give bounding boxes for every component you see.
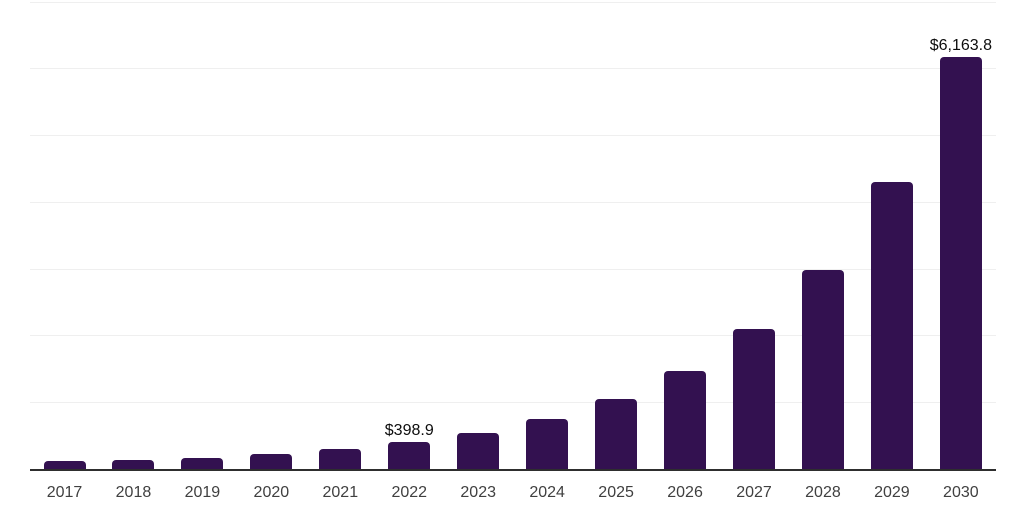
gridline [30, 1, 996, 3]
bar-2024 [526, 418, 569, 469]
gridline [30, 335, 996, 337]
bar-2030 [939, 57, 982, 469]
bar-2019 [181, 457, 224, 469]
x-axis-line [30, 469, 996, 471]
bar-2022 [388, 442, 431, 469]
x-axis-label-2030: 2030 [943, 484, 979, 501]
gridline [30, 135, 996, 137]
bar-2025 [595, 398, 638, 469]
x-axis-label-2017: 2017 [46, 484, 83, 501]
x-axis-label-2029: 2029 [874, 484, 910, 501]
x-axis-label-2028: 2028 [805, 484, 841, 501]
x-axis-label-2022: 2022 [391, 484, 428, 501]
data-label-2030: $6,163.8 [929, 37, 992, 55]
bar-2017 [43, 460, 86, 469]
gridline [30, 201, 996, 203]
gridline [30, 268, 996, 270]
gridline [30, 402, 996, 404]
gridline [30, 68, 996, 70]
bar-2027 [733, 329, 775, 469]
x-axis-label-2027: 2027 [736, 484, 772, 501]
data-label-2022: $398.9 [384, 422, 434, 440]
x-axis-label-2020: 2020 [253, 484, 290, 501]
bar-2018 [112, 459, 155, 469]
bar-2021 [319, 448, 362, 469]
x-axis-label-2025: 2025 [598, 484, 634, 501]
bar-2029 [870, 182, 913, 469]
bar-2028 [801, 269, 844, 469]
x-axis-label-2021: 2021 [322, 484, 359, 501]
x-axis-label-2026: 2026 [667, 484, 703, 501]
x-axis-label-2018: 2018 [115, 484, 152, 501]
bar-2020 [250, 454, 293, 469]
x-axis-label-2024: 2024 [529, 484, 565, 501]
bar-2023 [457, 432, 500, 469]
x-axis-label-2019: 2019 [184, 484, 221, 501]
bar-2026 [664, 370, 707, 469]
x-axis-label-2023: 2023 [460, 484, 496, 501]
